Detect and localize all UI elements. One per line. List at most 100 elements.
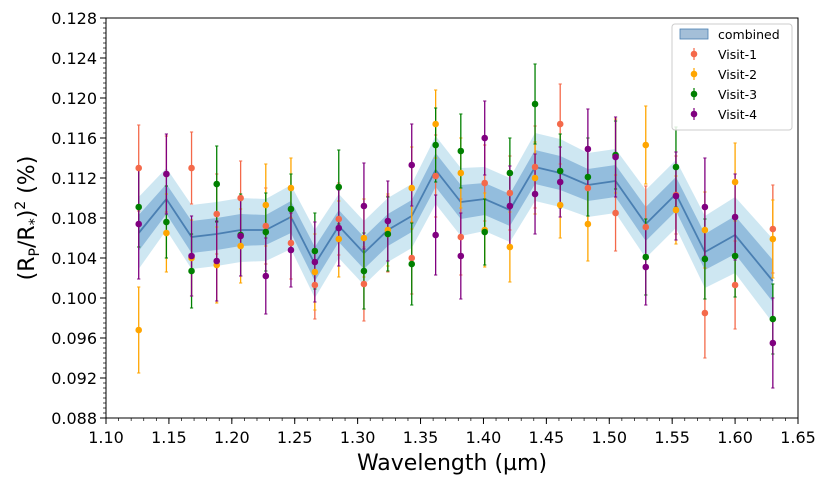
point-visit-1 [481,179,489,187]
point-visit-3 [360,267,368,275]
point-visit-1 [531,163,539,171]
point-visit-4 [769,339,777,347]
point-visit-2 [163,229,170,237]
point-visit-3 [481,228,489,236]
y-tick-label: 0.108 [51,209,97,228]
x-tick-label: 1.25 [277,428,313,447]
legend-marker-visit-3 [690,88,698,100]
y-tick-label: 0.088 [51,409,97,428]
y-axis-title: (RP/R*)2 (%) [13,156,43,281]
y-tick-label: 0.116 [51,129,97,148]
point-visit-4 [237,232,244,240]
y-tick-label: 0.120 [51,89,97,108]
point-visit-2 [408,184,416,192]
point-visit-1 [556,120,564,128]
combined-1sigma-band [138,150,773,302]
x-tick-label: 1.50 [591,428,627,447]
legend-label-combined: combined [718,27,780,42]
point-visit-4 [584,145,592,153]
point-visit-1 [311,281,319,289]
point-visit-4 [531,190,539,198]
point-visit-2 [311,268,319,276]
point-visit-1 [188,164,195,172]
legend-marker-visit-4 [690,108,698,120]
y-tick-label: 0.104 [51,249,97,268]
point-visit-1 [335,215,343,223]
x-tick-label: 1.65 [780,428,816,447]
axis-tick-labels: 1.10 1.15 1.20 1.25 1.30 1.35 1.40 1.45 1.50 1.55… [51,9,816,447]
point-visit-1 [135,164,143,172]
x-axis-title: Wavelength (µm) [357,451,547,476]
point-visit-4 [731,213,739,221]
point-visit-3 [262,228,270,236]
point-visit-1 [506,189,514,197]
point-visit-4 [311,258,319,266]
point-visit-4 [642,263,650,271]
point-visit-3 [335,183,343,191]
x-tick-label: 1.55 [654,428,690,447]
point-visit-2 [672,206,680,214]
x-tick-label: 1.10 [88,428,124,447]
point-visit-1 [769,225,777,233]
point-visit-4 [262,272,270,280]
point-visit-3 [556,167,564,175]
legend-label-visit-4: Visit-4 [718,107,757,122]
legend-marker-visit-2 [690,68,698,80]
x-tick-label: 1.15 [151,428,187,447]
point-visit-1 [213,210,221,218]
point-visit-3 [506,169,514,177]
point-visit-2 [506,243,514,251]
point-visit-4 [701,203,709,211]
point-visit-3 [311,247,319,255]
point-visit-3 [769,315,777,323]
x-tick-label: 1.35 [403,428,439,447]
x-tick-label: 1.30 [340,428,376,447]
axis-ticks [100,17,799,424]
point-visit-2 [731,178,739,186]
x-tick-label: 1.40 [466,428,502,447]
point-visit-2 [642,141,650,149]
legend: combined Visit-1 Visit-2 Visit-3 Visit-4 [671,23,793,131]
visit-points [135,100,777,347]
point-visit-1 [457,233,465,241]
y-tick-label: 0.100 [51,289,97,308]
point-visit-3 [384,230,392,238]
point-visit-1 [237,194,244,202]
point-visit-2 [556,201,564,209]
point-visit-2 [457,169,465,177]
point-visit-2 [335,235,343,243]
point-visit-3 [642,253,650,261]
point-visit-3 [135,203,143,211]
point-visit-4 [213,257,221,265]
point-visit-1 [731,281,739,289]
point-visit-2 [701,226,709,234]
point-visit-4 [506,202,514,210]
x-tick-label: 1.20 [214,428,250,447]
point-visit-4 [287,246,295,254]
point-visit-4 [612,153,619,161]
point-visit-4 [556,178,564,186]
y-tick-label: 0.096 [51,329,97,348]
legend-marker-visit-1 [690,48,698,60]
point-visit-3 [408,260,416,268]
point-visit-4 [432,231,439,239]
y-tick-label: 0.128 [51,9,97,28]
y-tick-label: 0.124 [51,49,97,68]
x-tick-label: 1.60 [717,428,753,447]
point-visit-4 [457,252,465,260]
point-visit-1 [408,254,416,262]
point-visit-1 [584,184,592,192]
point-visit-2 [237,242,244,250]
combined-bands [138,133,774,323]
x-tick-label: 1.45 [529,428,565,447]
point-visit-1 [287,239,295,247]
point-visit-3 [163,218,170,226]
point-visit-4 [163,170,170,178]
point-visit-3 [213,180,221,188]
point-visit-4 [135,220,143,228]
point-visit-4 [360,202,368,210]
point-visit-3 [731,252,739,260]
point-visit-4 [672,192,680,200]
point-visit-4 [408,161,416,169]
